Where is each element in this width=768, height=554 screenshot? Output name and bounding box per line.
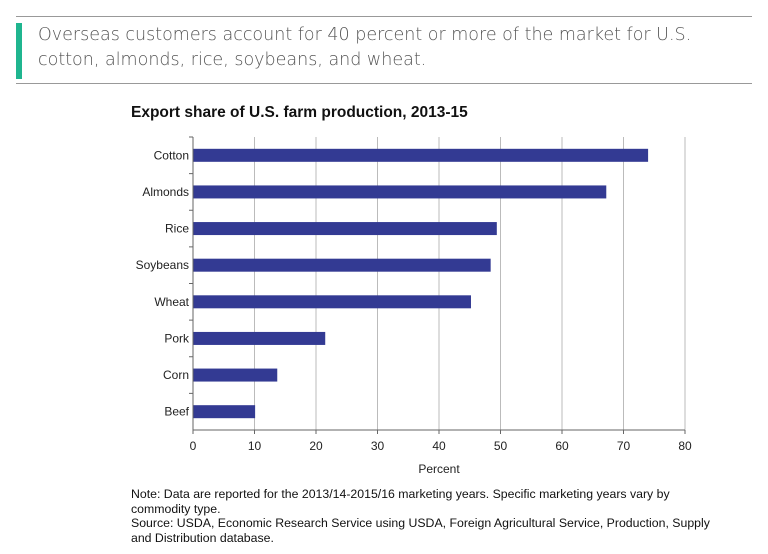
y-category-label: Soybeans <box>136 258 189 272</box>
y-category-label: Rice <box>165 222 189 236</box>
x-tick-label: 20 <box>309 439 323 453</box>
x-tick-label: 0 <box>190 439 197 453</box>
note-text: Note: Data are reported for the 2013/14-… <box>131 487 670 516</box>
bar-wheat <box>193 295 471 309</box>
y-category-label: Wheat <box>154 295 189 309</box>
bar-corn <box>193 368 278 382</box>
source-text: Source: USDA, Economic Research Service … <box>131 516 710 545</box>
bar-beef <box>193 405 256 419</box>
x-tick-label: 80 <box>678 439 692 453</box>
bar-pork <box>193 331 326 345</box>
callout-text: Overseas customers account for 40 percen… <box>38 25 692 70</box>
y-category-label: Cotton <box>154 148 189 162</box>
x-axis-label: Percent <box>418 462 460 476</box>
x-tick-label: 30 <box>371 439 385 453</box>
callout: Overseas customers account for 40 percen… <box>16 16 752 84</box>
bar-almonds <box>193 185 607 199</box>
x-tick-label: 60 <box>555 439 569 453</box>
x-tick-label: 70 <box>617 439 631 453</box>
bar-cotton <box>193 148 649 162</box>
bar-soybeans <box>193 258 491 272</box>
chart-notes: Note: Data are reported for the 2013/14-… <box>131 487 731 545</box>
y-category-label: Corn <box>163 368 189 382</box>
bar-rice <box>193 222 497 236</box>
chart-title: Export share of U.S. farm production, 20… <box>131 104 468 121</box>
y-category-label: Beef <box>164 405 189 419</box>
y-category-label: Pork <box>164 331 190 345</box>
callout-accent-bar <box>16 23 22 79</box>
y-category-label: Almonds <box>142 185 189 199</box>
x-tick-label: 50 <box>494 439 508 453</box>
x-tick-label: 10 <box>248 439 262 453</box>
x-tick-label: 40 <box>432 439 446 453</box>
